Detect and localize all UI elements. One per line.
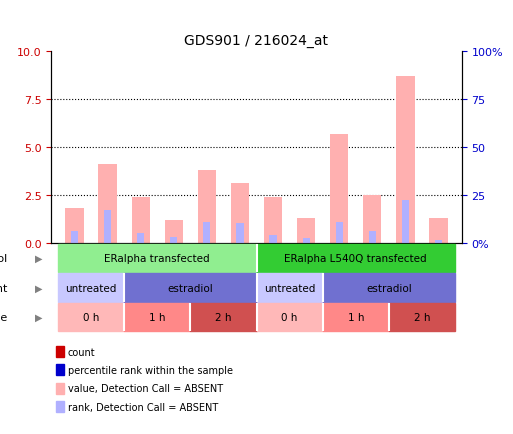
Bar [389,303,455,332]
Bar [323,303,389,332]
Bar [190,303,256,332]
Bar [397,77,415,243]
Text: 2 h: 2 h [413,312,430,322]
Text: time: time [0,312,8,322]
Bar [429,218,448,243]
Text: agent: agent [0,283,8,293]
Text: ERalpha L540Q transfected: ERalpha L540Q transfected [285,253,427,263]
Bar [336,222,343,243]
Title: GDS901 / 216024_at: GDS901 / 216024_at [185,34,328,48]
Bar [124,274,256,302]
Text: untreated: untreated [264,283,315,293]
Bar [198,171,216,243]
Text: 0 h: 0 h [282,312,298,322]
Text: estradiol: estradiol [366,283,412,293]
Text: ▶: ▶ [34,253,42,263]
Bar [363,195,382,243]
Text: value, Detection Call = ABSENT: value, Detection Call = ABSENT [68,384,223,393]
Text: protocol: protocol [0,253,8,263]
Bar [104,210,111,243]
Bar [58,274,124,302]
Bar [256,303,323,332]
Bar [402,201,409,243]
Text: estradiol: estradiol [167,283,213,293]
Text: count: count [68,347,95,357]
Bar [131,197,150,243]
Bar [58,303,124,332]
Bar [71,232,78,243]
Bar [330,134,348,243]
Bar [98,165,116,243]
Bar [124,303,190,332]
Text: 2 h: 2 h [215,312,232,322]
Text: rank, Detection Call = ABSENT: rank, Detection Call = ABSENT [68,402,218,411]
Text: ▶: ▶ [34,283,42,293]
Text: ERalpha transfected: ERalpha transfected [105,253,210,263]
Bar [137,233,144,243]
Bar [256,244,455,273]
Bar [165,220,183,243]
Bar [58,244,256,273]
Bar [297,218,315,243]
Text: 0 h: 0 h [83,312,99,322]
Bar [435,240,442,243]
Text: percentile rank within the sample: percentile rank within the sample [68,365,233,375]
Text: ▶: ▶ [34,312,42,322]
Bar [231,184,249,243]
Text: 1 h: 1 h [149,312,166,322]
Bar [269,235,277,243]
Bar [256,274,323,302]
Bar [65,209,84,243]
Bar [170,237,177,243]
Bar [236,223,244,243]
Bar [203,222,210,243]
Text: untreated: untreated [65,283,116,293]
Text: 1 h: 1 h [347,312,364,322]
Bar [303,238,310,243]
Bar [369,232,376,243]
Bar [264,197,282,243]
Bar [323,274,455,302]
